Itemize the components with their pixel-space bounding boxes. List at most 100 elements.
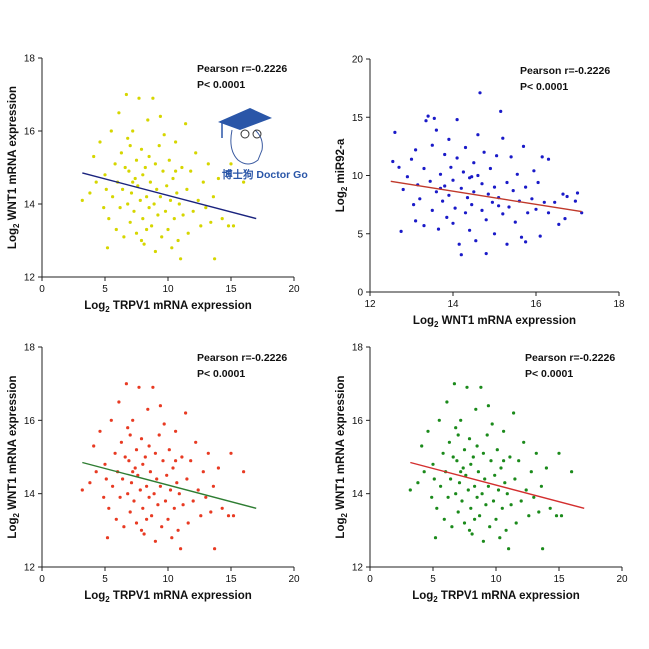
data-point	[157, 433, 161, 437]
data-point	[167, 448, 171, 452]
data-point	[513, 477, 517, 481]
data-point	[213, 547, 217, 551]
data-point	[484, 252, 488, 256]
y-tick-label: 12	[24, 273, 36, 284]
data-point	[467, 437, 472, 441]
data-point	[174, 459, 178, 463]
y-tick-label: 14	[352, 489, 364, 500]
scatter-panel-3: 0 5 10 15 20 12 14 16 18 Log2 TRPV1 mRNA expressi…	[7, 343, 300, 605]
data-point	[157, 144, 161, 148]
data-point	[153, 162, 157, 166]
data-point	[213, 257, 217, 261]
data-point	[507, 205, 511, 209]
data-point	[172, 217, 176, 221]
data-point	[162, 422, 166, 426]
data-point	[575, 191, 580, 195]
data-point	[476, 470, 480, 474]
data-point	[416, 481, 420, 485]
data-point	[493, 473, 497, 477]
data-point	[546, 211, 551, 215]
data-point	[107, 506, 111, 510]
data-point	[102, 495, 106, 499]
data-point	[434, 128, 438, 132]
data-point	[166, 517, 170, 521]
data-point	[179, 547, 183, 551]
data-point	[536, 180, 540, 185]
data-point	[194, 440, 198, 444]
data-point	[488, 166, 492, 171]
data-point	[532, 169, 536, 173]
data-point	[118, 206, 122, 210]
data-point	[491, 499, 496, 503]
glasses-icon	[252, 129, 262, 139]
data-point	[461, 466, 465, 470]
data-point	[436, 227, 441, 231]
data-point	[446, 495, 450, 499]
data-point	[124, 92, 128, 97]
data-point	[186, 231, 190, 235]
data-point	[479, 385, 483, 389]
data-point	[473, 517, 477, 521]
data-point	[441, 199, 445, 203]
data-point	[431, 462, 435, 466]
data-point	[476, 173, 480, 178]
data-point	[158, 484, 162, 488]
data-point	[145, 227, 149, 232]
data-point	[497, 204, 501, 208]
regression-line	[82, 172, 257, 220]
x-tick-label: 15	[225, 284, 237, 295]
data-point	[201, 180, 205, 184]
data-point	[129, 191, 134, 195]
data-point	[113, 162, 117, 166]
data-point	[122, 235, 126, 239]
data-point	[495, 154, 499, 158]
data-point	[420, 444, 424, 448]
data-point	[138, 198, 142, 202]
x-tick-label: 10	[162, 574, 174, 585]
data-point	[119, 440, 123, 444]
data-point	[524, 488, 528, 492]
data-point	[524, 185, 528, 189]
data-point	[179, 257, 183, 261]
data-point	[176, 238, 180, 243]
data-point	[209, 220, 213, 224]
data-point	[189, 169, 193, 173]
data-point	[229, 162, 233, 166]
data-point	[177, 202, 181, 206]
data-point	[103, 173, 107, 177]
data-point	[546, 157, 551, 161]
data-point	[541, 547, 545, 551]
data-point	[478, 91, 482, 95]
data-point	[519, 235, 524, 239]
data-point	[481, 451, 485, 455]
data-point	[138, 488, 142, 492]
data-point	[137, 385, 141, 389]
data-point	[180, 165, 184, 170]
data-point	[150, 514, 154, 518]
data-point	[128, 144, 132, 148]
x-tick-label: 14	[447, 299, 459, 310]
data-point	[451, 178, 455, 182]
scatter-panel-2: 12 14 16 18 0 5 10 15 20 Log2 WNT1 mRNA expressio…	[335, 55, 625, 330]
x-tick-label: 20	[616, 574, 628, 585]
x-axis-label: Log2 WNT1 mRNA expression	[413, 315, 576, 329]
data-point	[189, 459, 193, 463]
data-point	[438, 172, 443, 176]
x-tick-label: 20	[288, 574, 300, 585]
data-point	[111, 484, 115, 488]
data-point	[509, 155, 513, 159]
data-point	[171, 176, 175, 181]
data-point	[185, 187, 189, 191]
data-point	[481, 539, 485, 543]
data-point	[461, 170, 465, 174]
data-point	[127, 459, 131, 463]
x-tick-label: 5	[430, 574, 436, 585]
data-point	[170, 246, 174, 250]
data-point	[462, 448, 467, 452]
data-point	[124, 382, 128, 386]
data-point	[114, 227, 118, 232]
data-point	[467, 528, 472, 532]
x-axis-label: Log2 TRPV1 mRNA expression	[84, 300, 252, 314]
data-point	[216, 466, 220, 470]
data-point	[147, 206, 151, 210]
